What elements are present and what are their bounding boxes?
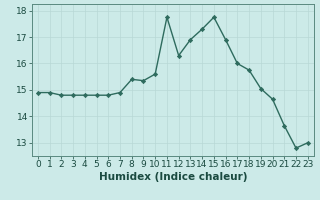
X-axis label: Humidex (Indice chaleur): Humidex (Indice chaleur) [99,172,247,182]
